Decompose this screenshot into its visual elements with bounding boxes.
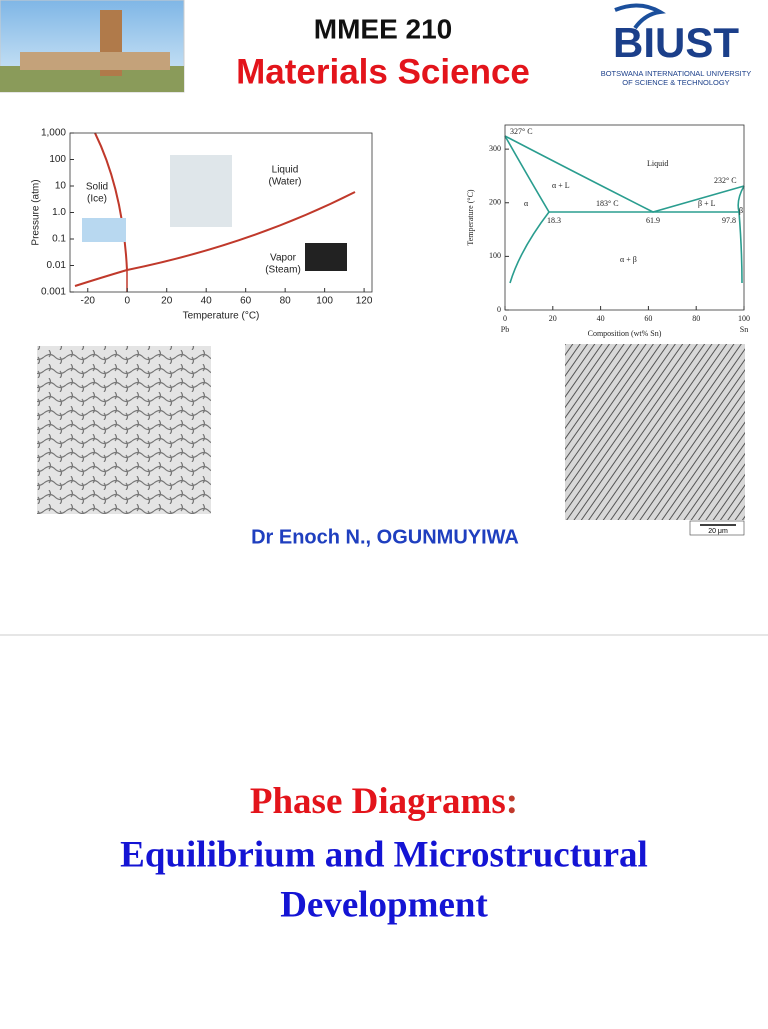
x-tick-label: 20 (549, 314, 557, 323)
x-axis-label: Temperature (°C) (183, 311, 260, 322)
title-line-1: Phase Diagrams: (250, 781, 518, 822)
course-code: MMEE 210 (314, 13, 453, 44)
y-tick-label: 1.0 (52, 207, 66, 218)
y-tick-label: 0.01 (47, 260, 67, 271)
label: α (524, 199, 529, 208)
y-tick-label: 300 (489, 144, 501, 153)
x-tick-label: 100 (738, 314, 750, 323)
water-photo (170, 155, 232, 227)
solidus (504, 135, 550, 213)
x-tick-label: 120 (356, 296, 373, 307)
micrograph (565, 344, 745, 520)
y-tick-label: 0.1 (52, 234, 66, 245)
label: 232° C (714, 176, 737, 185)
y-tick-label: 200 (489, 198, 501, 207)
pb-sn-phase-diagram: 327° C 232° C 183° C 18.3 61.9 97.8 Liqu… (466, 124, 750, 338)
vapor-curve (74, 191, 356, 287)
logo-sub: BOTSWANA INTERNATIONAL UNIVERSITY (601, 69, 752, 78)
label: α + L (552, 181, 570, 190)
label: 183° C (596, 199, 619, 208)
region-label: Liquid (272, 165, 299, 176)
course-title: Materials Science (236, 52, 530, 91)
region-label: (Ice) (87, 194, 107, 205)
region-label: Solid (86, 182, 108, 193)
y-tick-label: 0 (497, 305, 501, 314)
ice-photo (82, 218, 126, 242)
label: β (739, 206, 743, 215)
plot-frame (504, 124, 745, 311)
label: 97.8 (722, 216, 736, 225)
steam-photo (305, 243, 347, 271)
y-tick-label: 10 (55, 181, 67, 192)
x-tick-label: 60 (644, 314, 652, 323)
melting-curve (94, 132, 128, 271)
label: Liquid (647, 159, 668, 168)
region-label: (Steam) (265, 265, 301, 276)
region-label: Vapor (270, 253, 297, 264)
title-red: Phase Diagrams (250, 781, 506, 822)
beta-boundary (737, 185, 745, 284)
x-tick-label: 80 (280, 296, 292, 307)
micrograph (37, 346, 211, 514)
y-tick-label: 100 (49, 154, 66, 165)
campus-photo (0, 0, 185, 93)
author: Dr Enoch N., OGUNMUYIWA (251, 526, 519, 548)
label: 61.9 (646, 216, 660, 225)
x-axis-label: Composition (wt% Sn) (588, 329, 662, 338)
label: 327° C (510, 127, 533, 136)
x-tick-label: 80 (692, 314, 700, 323)
liquidus (504, 135, 745, 213)
title-line-2: Equilibrium and Microstructural (120, 834, 648, 875)
pressure-temperature-diagram: Solid (Ice) Liquid (Water) Vapor (Steam)… (31, 128, 373, 322)
x-tick-label: 0 (124, 296, 130, 307)
x-tick-label: 100 (316, 296, 333, 307)
logo: BIUST BOTSWANA INTERNATIONAL UNIVERSITY … (601, 3, 752, 87)
solvus (509, 211, 550, 284)
logo-text: BIUST (613, 19, 739, 66)
title-colon: : (506, 781, 518, 822)
end-label: Pb (501, 325, 509, 334)
x-tick-label: 40 (597, 314, 605, 323)
scale-bar-label: 20 μm (708, 528, 728, 535)
x-tick-label: 0 (503, 314, 507, 323)
x-tick-label: 20 (161, 296, 173, 307)
label: 18.3 (547, 216, 561, 225)
end-label: Sn (740, 325, 748, 334)
y-tick-label: 1,000 (41, 128, 66, 139)
logo-sub: OF SCIENCE & TECHNOLOGY (622, 78, 729, 87)
x-tick-label: 60 (240, 296, 252, 307)
y-axis-label: Temperature (°C) (466, 189, 475, 246)
y-axis-label: Pressure (atm) (31, 179, 42, 245)
x-tick-label: -20 (81, 296, 96, 307)
y-tick-label: 0.001 (41, 287, 66, 298)
region-label: (Water) (269, 177, 302, 188)
x-tick-label: 40 (201, 296, 213, 307)
title-line-3: Development (280, 884, 488, 925)
y-tick-label: 100 (489, 251, 501, 260)
label: β + L (698, 199, 716, 208)
label: α + β (620, 255, 637, 264)
